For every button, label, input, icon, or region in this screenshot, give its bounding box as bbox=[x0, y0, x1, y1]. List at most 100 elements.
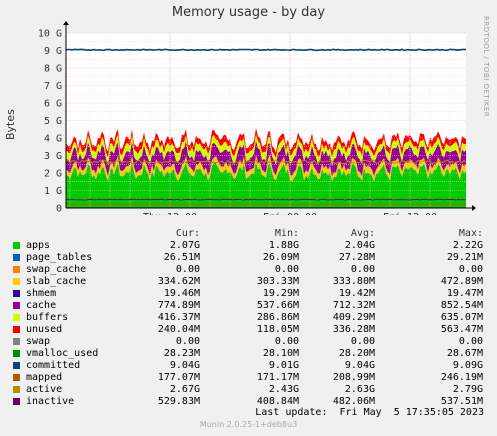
legend-max-value: 246.19M bbox=[440, 372, 483, 383]
legend-max-value: 563.47M bbox=[440, 324, 483, 335]
legend-swatch bbox=[13, 386, 20, 393]
legend-max-value: 28.67M bbox=[446, 348, 483, 359]
legend-max-value: 852.54M bbox=[440, 300, 483, 311]
legend-max-value: 537.51M bbox=[440, 396, 483, 407]
legend-swatch bbox=[13, 266, 20, 273]
chart-title: Memory usage - by day bbox=[171, 5, 326, 20]
legend-avg-value: 28.20M bbox=[338, 348, 375, 359]
legend-swatch bbox=[13, 338, 20, 345]
area-unused bbox=[66, 128, 466, 158]
legend-avg-value: 333.80M bbox=[332, 276, 375, 287]
legend-swatch bbox=[13, 398, 20, 405]
x-tick-label: Fri 00:00 bbox=[263, 212, 317, 215]
y-tick-label: 9 G bbox=[44, 46, 62, 57]
legend-max-value: 29.21M bbox=[446, 252, 483, 263]
y-tick-label: 2 G bbox=[44, 169, 62, 180]
area-shmem bbox=[66, 154, 466, 177]
legend-cur-value: 2.67G bbox=[169, 384, 200, 395]
legend-avg-value: 0.00 bbox=[350, 264, 375, 275]
legend-name: swap_cache bbox=[26, 264, 87, 275]
legend-swatch bbox=[13, 362, 20, 369]
legend-name: inactive bbox=[26, 396, 75, 407]
legend-min-value: 118.05M bbox=[256, 324, 299, 335]
legend-avg-value: 712.32M bbox=[332, 300, 375, 311]
area-slab-cache bbox=[66, 155, 466, 182]
series-line-inactive bbox=[65, 198, 467, 201]
legend-cur-value: 334.62M bbox=[157, 276, 200, 287]
legend-header: Cur: Min: Avg: Max: bbox=[0, 228, 497, 240]
legend-min-value: 26.09M bbox=[262, 252, 299, 263]
legend-cur-value: 26.51M bbox=[163, 252, 200, 263]
legend-row-swap: swap 0.00 0.00 0.00 0.00 bbox=[0, 336, 497, 348]
legend-swatch bbox=[13, 326, 20, 333]
legend-row-shmem: shmem 19.46M 19.29M 19.42M 19.47M bbox=[0, 288, 497, 300]
legend-cur-value: 9.04G bbox=[169, 360, 200, 371]
series-line-active bbox=[65, 159, 467, 165]
legend-min-value: 28.10M bbox=[262, 348, 299, 359]
legend-name: apps bbox=[26, 240, 51, 251]
y-axis-arrow bbox=[63, 21, 69, 25]
legend-name: committed bbox=[26, 360, 81, 371]
legend-avg-value: 27.28M bbox=[338, 252, 375, 263]
y-tick-label: 1 G bbox=[44, 186, 62, 197]
last-update: Last update: Fri May 5 17:35:05 2023 bbox=[255, 407, 484, 418]
legend-min-value: 1.88G bbox=[268, 240, 299, 251]
legend-max-value: 9.09G bbox=[452, 360, 483, 371]
legend-avg-header: Avg: bbox=[350, 228, 375, 239]
legend-swatch bbox=[13, 314, 20, 321]
legend-avg-value: 19.42M bbox=[338, 288, 375, 299]
legend-row-cache: cache 774.89M 537.66M 712.32M 852.54M bbox=[0, 300, 497, 312]
legend-avg-value: 208.99M bbox=[332, 372, 375, 383]
legend-name: page_tables bbox=[26, 252, 93, 263]
legend-name: mapped bbox=[26, 372, 63, 383]
x-axis-arrow bbox=[472, 205, 476, 211]
legend-swatch bbox=[13, 254, 20, 261]
y-tick-label: 0 bbox=[56, 204, 62, 215]
legend-cur-value: 177.07M bbox=[157, 372, 200, 383]
legend-cur-header: Cur: bbox=[175, 228, 200, 239]
legend-avg-value: 2.63G bbox=[344, 384, 375, 395]
legend-min-value: 2.43G bbox=[268, 384, 299, 395]
legend-name: active bbox=[26, 384, 63, 395]
legend-name: buffers bbox=[26, 312, 69, 323]
legend-row-buffers: buffers 416.37M 286.86M 409.29M 635.07M bbox=[0, 312, 497, 324]
legend-swatch bbox=[13, 374, 20, 381]
legend-cur-value: 2.07G bbox=[169, 240, 200, 251]
y-tick-label: 5 G bbox=[44, 116, 62, 127]
legend-min-value: 9.01G bbox=[268, 360, 299, 371]
legend-cur-value: 529.83M bbox=[157, 396, 200, 407]
y-tick-label: 6 G bbox=[44, 99, 62, 110]
legend-min-value: 408.84M bbox=[256, 396, 299, 407]
legend-max-value: 635.07M bbox=[440, 312, 483, 323]
legend-row-mapped: mapped 177.07M 171.17M 208.99M 246.19M bbox=[0, 372, 497, 384]
area-cache bbox=[66, 140, 466, 177]
legend-name: cache bbox=[26, 300, 57, 311]
legend-row-page-tables: page_tables 26.51M 26.09M 27.28M 29.21M bbox=[0, 252, 497, 264]
legend-cur-value: 240.04M bbox=[157, 324, 200, 335]
legend-cur-value: 19.46M bbox=[163, 288, 200, 299]
x-tick-label: Thu 12:00 bbox=[143, 212, 197, 215]
legend-cur-value: 416.37M bbox=[157, 312, 200, 323]
y-tick-label: 8 G bbox=[44, 64, 62, 75]
legend-swatch bbox=[13, 290, 20, 297]
legend-cur-value: 0.00 bbox=[175, 336, 200, 347]
legend-min-value: 0.00 bbox=[274, 336, 299, 347]
legend-min-value: 0.00 bbox=[274, 264, 299, 275]
y-tick-label: 7 G bbox=[44, 81, 62, 92]
legend-min-value: 286.86M bbox=[256, 312, 299, 323]
y-tick-label: 10 G bbox=[38, 29, 62, 40]
legend-max-value: 19.47M bbox=[446, 288, 483, 299]
legend-swatch bbox=[13, 302, 20, 309]
legend-avg-value: 482.06M bbox=[332, 396, 375, 407]
legend-row-apps: apps 2.07G 1.88G 2.04G 2.22G bbox=[0, 240, 497, 252]
legend-max-value: 0.00 bbox=[458, 336, 483, 347]
x-tick-label: Fri 12:00 bbox=[383, 212, 437, 215]
legend-swatch bbox=[13, 278, 20, 285]
legend-row-unused: unused 240.04M 118.05M 336.28M 563.47M bbox=[0, 324, 497, 336]
area-apps bbox=[66, 161, 466, 208]
legend-max-value: 2.79G bbox=[452, 384, 483, 395]
legend-avg-value: 409.29M bbox=[332, 312, 375, 323]
legend-name: slab_cache bbox=[26, 276, 87, 287]
legend-swatch bbox=[13, 242, 20, 249]
